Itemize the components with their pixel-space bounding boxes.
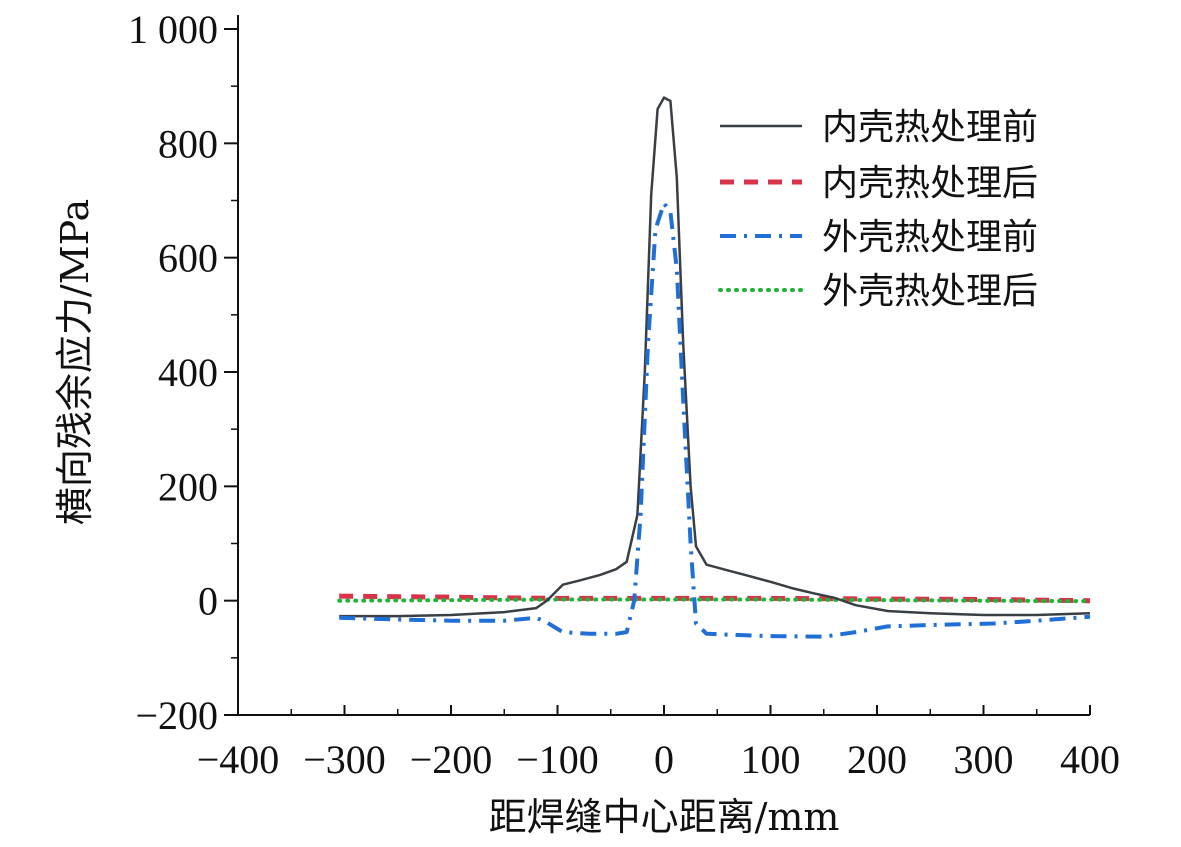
y-tick-label: 600 [158,236,218,281]
series-line [339,96,1091,618]
x-axis-title: 距焊缝中心距离/mm [489,795,840,839]
series-line [337,597,1092,604]
x-tick-label: −400 [197,737,280,782]
x-tick-label: 100 [741,737,801,782]
axes-layer [224,15,1091,716]
y-tick-label: 400 [158,350,218,395]
y-tick-label: −200 [135,693,218,738]
legend-label: 外壳热处理前 [822,217,1038,258]
y-tick-label: 0 [198,579,218,624]
x-tick-label: 300 [954,737,1014,782]
x-tick-label: −300 [303,737,386,782]
x-tick-label: −100 [516,737,599,782]
x-tick-label: −200 [410,737,493,782]
y-tick-label: 1 000 [128,7,218,52]
legend-label: 内壳热处理后 [822,163,1038,204]
y-tick-label: 200 [158,464,218,509]
x-tick-label: 400 [1060,737,1120,782]
x-tick-label: 0 [654,737,674,782]
y-tick-labels: −200 0 200 400 600 800 1 000 [128,7,218,738]
series-layer [337,96,1092,639]
legend-label: 内壳热处理前 [822,107,1038,148]
x-tick-labels: −400 −300 −200 −100 0 100 200 300 400 [197,737,1120,782]
x-tick-label: 200 [847,737,907,782]
y-axis-title: 横向残余应力/MPa [53,199,97,525]
series-line [339,201,1091,639]
y-tick-label: 800 [158,121,218,166]
legend-label: 外壳热处理后 [822,271,1038,312]
